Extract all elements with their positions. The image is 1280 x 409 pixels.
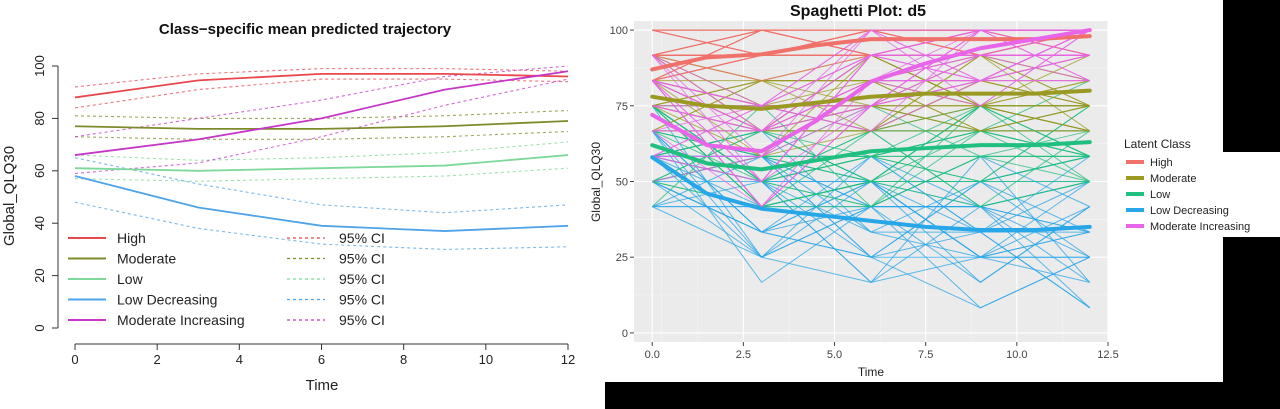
right-y-axis-label: Global_QLQ30 (589, 142, 603, 222)
left-ci-line-low-decreasing-lower (74, 201, 569, 250)
left-y-axis-label: Global_QLQ30 (1, 146, 18, 246)
right-y-tick-label: 100 (610, 25, 628, 37)
right-mean-line-moderate (650, 88, 1092, 111)
left-legend-label-high: High (117, 230, 146, 246)
left-series-line-low (74, 154, 569, 172)
left-legend-label-low-decreasing: Low Decreasing (117, 292, 217, 308)
left-legend-ci-label-low: 95% CI (339, 271, 385, 287)
right-x-tick-label: 10.0 (1006, 349, 1027, 361)
left-y-tick-label: 0 (32, 324, 47, 331)
right-y-tick-label: 75 (616, 101, 628, 113)
left-y-tick-label: 100 (32, 55, 47, 77)
right-chart-title: Spaghetti Plot: d5 (790, 3, 926, 20)
left-ci-line-moderate-lower (74, 130, 569, 140)
left-ci-line-moderate-upper (74, 109, 569, 119)
left-ci-line-low-upper (74, 141, 569, 161)
right-legend-title: Latent Class (1124, 137, 1191, 151)
right-individual-line-low-decreasing (652, 180, 1090, 258)
right-x-axis-label: Time (858, 365, 885, 379)
left-ci-line-low-lower (74, 167, 569, 182)
right-y-tick-label: 0 (622, 328, 628, 340)
left-series-line-high (74, 72, 569, 99)
left-series-line-moderate (74, 120, 569, 130)
left-ci-line-high-lower (74, 78, 569, 109)
left-chart-plot: 0 2 4 6 8 10 12 0 20 40 60 80 100 High 95% CI Moderate 9… (32, 55, 575, 367)
right-legend-label-low-decreasing: Low Decreasing (1150, 205, 1229, 217)
right-individual-line-moderate-increasing (652, 80, 1090, 157)
left-chart-title: Class−specific mean predicted trajectory (159, 21, 452, 38)
left-legend-label-moderate: Moderate (117, 251, 176, 267)
left-legend-ci-label-high: 95% CI (339, 230, 385, 246)
left-x-tick-label: 6 (318, 352, 325, 367)
left-ci-line-high-upper (74, 68, 569, 88)
left-ci-line-moderate-increasing-upper (74, 65, 569, 138)
right-legend-label-low: Low (1150, 189, 1170, 201)
right-mean-line-high (650, 34, 1092, 72)
right-x-tick-label: 2.5 (736, 349, 751, 361)
right-x-tick-label: 7.5 (918, 349, 933, 361)
left-legend-label-moderate-increasing: Moderate Increasing (117, 312, 245, 328)
right-mean-line-moderate-increasing (650, 28, 1092, 154)
left-y-tick-label: 60 (32, 164, 47, 178)
right-legend-label-moderate: Moderate (1150, 173, 1196, 185)
left-x-tick-label: 10 (479, 352, 493, 367)
left-legend-label-low: Low (117, 271, 144, 287)
right-legend-label-high: High (1150, 157, 1173, 169)
left-series-line-low-decreasing (74, 175, 569, 232)
right-x-tick-label: 5.0 (827, 349, 842, 361)
right-mean-line-low-decreasing (650, 155, 1092, 232)
right-y-tick-label: 50 (616, 177, 628, 189)
left-x-tick-label: 8 (400, 352, 407, 367)
right-mean-line-low (650, 140, 1092, 172)
left-y-tick-label: 40 (32, 216, 47, 230)
left-x-tick-label: 2 (154, 352, 161, 367)
left-ci-line-low-decreasing-upper (74, 157, 569, 214)
right-legend-label-moderate-increasing: Moderate Increasing (1150, 221, 1250, 233)
right-x-tick-label: 12.5 (1097, 349, 1118, 361)
left-x-tick-label: 12 (561, 352, 575, 367)
left-legend-ci-label-moderate-increasing: 95% CI (339, 312, 385, 328)
left-series-line-moderate-increasing (74, 70, 569, 156)
left-x-tick-label: 4 (236, 352, 243, 367)
left-legend-ci-label-moderate: 95% CI (339, 251, 385, 267)
left-legend-ci-label-low-decreasing: 95% CI (339, 292, 385, 308)
right-chart-plot: 0 25 50 75 100 0.0 2.5 5.0 7.5 10.0 12.5 High Modera… (610, 21, 1250, 361)
right-x-tick-label: 0.0 (645, 349, 660, 361)
right-y-tick-label: 25 (616, 252, 628, 264)
left-x-axis-label: Time (306, 377, 339, 394)
right-individual-line-low-decreasing (652, 181, 1090, 283)
left-y-tick-label: 20 (32, 268, 47, 282)
left-y-tick-label: 80 (32, 111, 47, 125)
left-x-tick-label: 0 (71, 352, 78, 367)
left-chart-panel (0, 0, 605, 409)
